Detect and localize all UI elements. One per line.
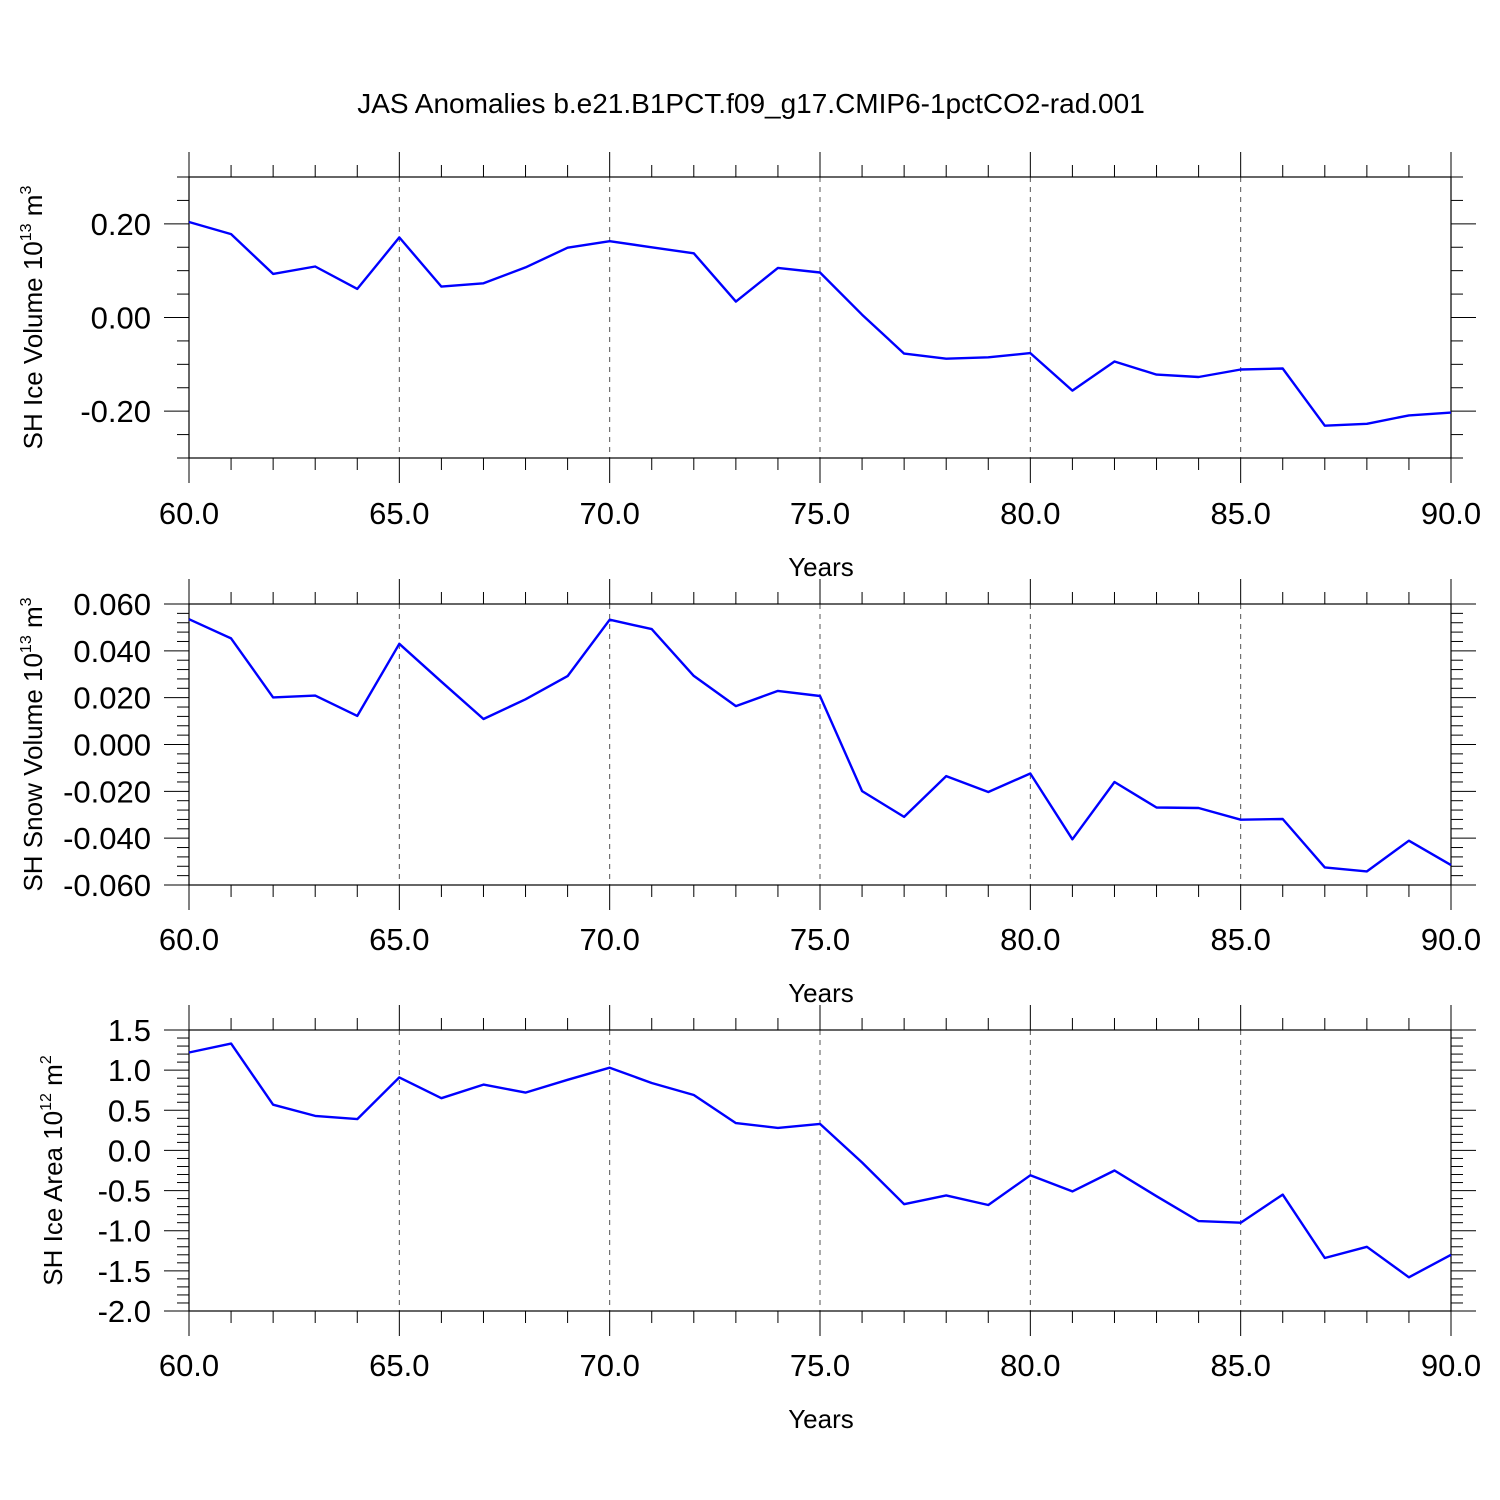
x-axis-title: Years: [788, 552, 854, 582]
y-tick-label: 0.5: [108, 1093, 151, 1128]
y-tick-label: -1.5: [98, 1254, 151, 1289]
y-tick-label: -0.060: [63, 868, 151, 903]
x-tick-label: 60.0: [159, 496, 219, 531]
x-tick-label: 70.0: [579, 1348, 639, 1383]
y-tick-label: 0.000: [73, 728, 151, 763]
x-tick-label: 65.0: [369, 496, 429, 531]
x-tick-label: 85.0: [1210, 922, 1270, 957]
x-axis-title: Years: [788, 1404, 854, 1434]
x-axis-title: Years: [788, 978, 854, 1008]
y-tick-label: -0.20: [80, 394, 151, 429]
x-tick-label: 65.0: [369, 922, 429, 957]
x-tick-label: 70.0: [579, 922, 639, 957]
y-tick-label: -0.020: [63, 774, 151, 809]
y-tick-label: 0.00: [91, 301, 151, 336]
x-tick-label: 70.0: [579, 496, 639, 531]
series-line: [188, 618, 1452, 873]
x-tick-label: 80.0: [1000, 922, 1060, 957]
series-line: [188, 220, 1452, 427]
x-tick-label: 90.0: [1421, 1348, 1481, 1383]
y-tick-label: -1.0: [98, 1214, 151, 1249]
x-tick-label: 80.0: [1000, 1348, 1060, 1383]
y-tick-label: 0.0: [108, 1133, 151, 1168]
y-tick-label: 0.20: [91, 207, 151, 242]
x-tick-label: 85.0: [1210, 1348, 1270, 1383]
x-tick-label: 65.0: [369, 1348, 429, 1383]
x-tick-label: 60.0: [159, 1348, 219, 1383]
panel-snow-volume: 60.0 65.0 70.0 75.0 80.0 85.0 90.0 -0.060 -0.040…: [18, 579, 1481, 1008]
y-tick-label: -0.5: [98, 1174, 151, 1209]
y-tick-label: 0.020: [73, 681, 151, 716]
y-tick-label: -0.040: [63, 821, 151, 856]
y-axis-title: SH Ice Volume 1013 m3: [18, 186, 48, 450]
x-tick-label: 80.0: [1000, 496, 1060, 531]
figure-title: JAS Anomalies b.e21.B1PCT.f09_g17.CMIP6-…: [357, 88, 1145, 119]
x-tick-label: 75.0: [790, 922, 850, 957]
y-tick-label: 1.0: [108, 1053, 151, 1088]
x-tick-label: 90.0: [1421, 922, 1481, 957]
y-tick-label: -2.0: [98, 1294, 151, 1329]
y-axis-title: SH Ice Area 1012 m2: [38, 1055, 68, 1286]
y-axis-title: SH Snow Volume 1013 m3: [18, 597, 48, 891]
y-tick-label: 0.040: [73, 634, 151, 669]
x-tick-label: 75.0: [790, 1348, 850, 1383]
x-tick-label: 85.0: [1210, 496, 1270, 531]
series-line: [188, 1042, 1452, 1279]
y-tick-label: 1.5: [108, 1013, 151, 1048]
y-tick-label: 0.060: [73, 587, 151, 622]
x-tick-label: 90.0: [1421, 496, 1481, 531]
panel-ice-volume: 60.0 65.0 70.0 75.0 80.0 85.0 90.0 -0.20 0.00 0.2…: [18, 152, 1481, 582]
x-tick-label: 60.0: [159, 922, 219, 957]
panel-ice-area: 60.0 65.0 70.0 75.0 80.0 85.0 90.0 -2.0 -1.5 -1.0…: [38, 1005, 1481, 1434]
x-tick-label: 75.0: [790, 496, 850, 531]
